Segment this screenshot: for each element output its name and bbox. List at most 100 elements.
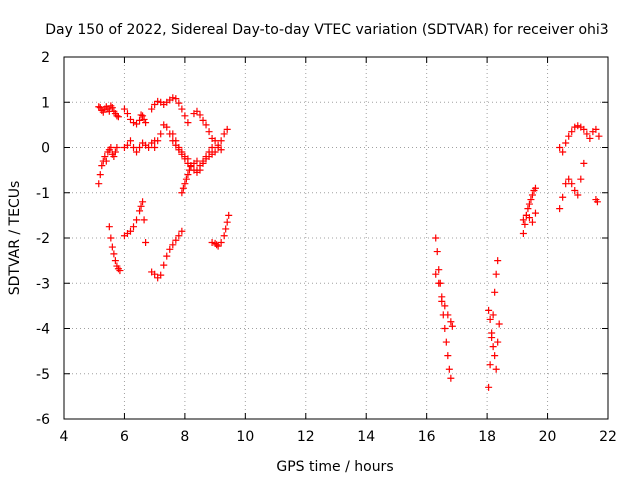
- data-point: [142, 119, 150, 127]
- data-point: [157, 271, 165, 279]
- data-point: [494, 257, 502, 265]
- data-point: [99, 108, 107, 116]
- data-point: [113, 144, 121, 151]
- x-tick-label: 14: [357, 429, 375, 445]
- data-point: [527, 196, 535, 204]
- data-point: [184, 119, 192, 127]
- data-point: [593, 198, 601, 206]
- data-point: [562, 180, 570, 188]
- data-point: [196, 111, 204, 119]
- series-12: [193, 125, 231, 174]
- series-4: [120, 137, 159, 156]
- y-tick-label: 2: [41, 50, 50, 66]
- data-point: [519, 216, 527, 224]
- data-point: [492, 365, 500, 373]
- data-point: [562, 139, 570, 147]
- data-point: [441, 302, 449, 310]
- data-point: [111, 257, 119, 265]
- data-point: [151, 101, 159, 109]
- data-point: [184, 171, 192, 179]
- data-point: [488, 329, 496, 337]
- x-axis-label: GPS time / hours: [276, 459, 393, 475]
- data-point: [178, 148, 186, 156]
- x-tick-label: 4: [60, 429, 69, 445]
- data-point: [442, 338, 450, 346]
- data-point: [108, 104, 116, 112]
- data-point: [214, 144, 222, 151]
- series-15: [432, 270, 456, 330]
- data-point: [126, 137, 134, 145]
- data-point: [577, 175, 585, 183]
- x-tick-label: 12: [297, 429, 315, 445]
- data-point: [583, 130, 591, 138]
- data-point: [142, 239, 150, 247]
- data-point: [160, 261, 168, 269]
- data-point: [574, 122, 582, 130]
- data-point: [96, 171, 104, 179]
- data-point: [130, 119, 138, 127]
- data-point: [492, 270, 500, 278]
- series-22: [592, 196, 601, 206]
- data-point: [175, 232, 183, 240]
- data-point: [448, 322, 456, 330]
- data-point: [556, 205, 564, 213]
- data-point: [531, 184, 539, 192]
- data-point: [139, 112, 147, 120]
- data-marks: [95, 94, 603, 391]
- series-1: [95, 144, 121, 188]
- data-point: [222, 225, 230, 233]
- data-point: [107, 234, 115, 242]
- data-point: [556, 144, 564, 151]
- data-point: [519, 229, 527, 237]
- data-point: [130, 223, 138, 231]
- data-point: [154, 137, 162, 145]
- data-point: [574, 191, 582, 199]
- data-point: [223, 125, 231, 133]
- data-point: [213, 241, 221, 249]
- data-point: [445, 365, 453, 373]
- y-tick-label: 0: [41, 141, 50, 157]
- data-point: [525, 214, 533, 222]
- data-point: [166, 245, 174, 253]
- data-point: [489, 343, 497, 351]
- x-tick-label: 6: [120, 429, 129, 445]
- series-3: [120, 105, 150, 128]
- data-point: [432, 234, 440, 242]
- data-point: [438, 293, 446, 301]
- data-point: [140, 115, 148, 123]
- data-point: [220, 232, 228, 240]
- data-point: [157, 130, 165, 138]
- data-point: [178, 189, 186, 197]
- series-21: [556, 159, 588, 213]
- data-point: [126, 115, 134, 123]
- data-point: [586, 134, 594, 142]
- data-point: [491, 288, 499, 296]
- x-tick-label: 20: [539, 429, 557, 445]
- y-tick-label: -1: [36, 186, 50, 202]
- data-point: [193, 107, 201, 115]
- data-point: [193, 166, 201, 174]
- data-point: [120, 105, 128, 113]
- data-point: [98, 162, 106, 170]
- series-19: [519, 209, 539, 226]
- data-point: [113, 112, 121, 120]
- x-tick-label: 10: [236, 429, 254, 445]
- data-point: [169, 94, 177, 102]
- data-point: [136, 207, 144, 215]
- series-14: [432, 234, 455, 382]
- y-tick-label: 1: [41, 95, 50, 111]
- data-point: [565, 175, 573, 183]
- data-point: [441, 325, 449, 332]
- data-point: [580, 125, 588, 133]
- data-point: [140, 216, 148, 224]
- series-18: [519, 184, 539, 237]
- data-point: [111, 148, 119, 156]
- data-point: [193, 157, 201, 165]
- data-point: [571, 186, 579, 194]
- y-tick-label: -3: [36, 276, 50, 292]
- data-point: [559, 193, 567, 201]
- data-point: [137, 202, 145, 210]
- data-point: [151, 270, 159, 278]
- data-point: [172, 137, 180, 145]
- data-point: [571, 123, 579, 131]
